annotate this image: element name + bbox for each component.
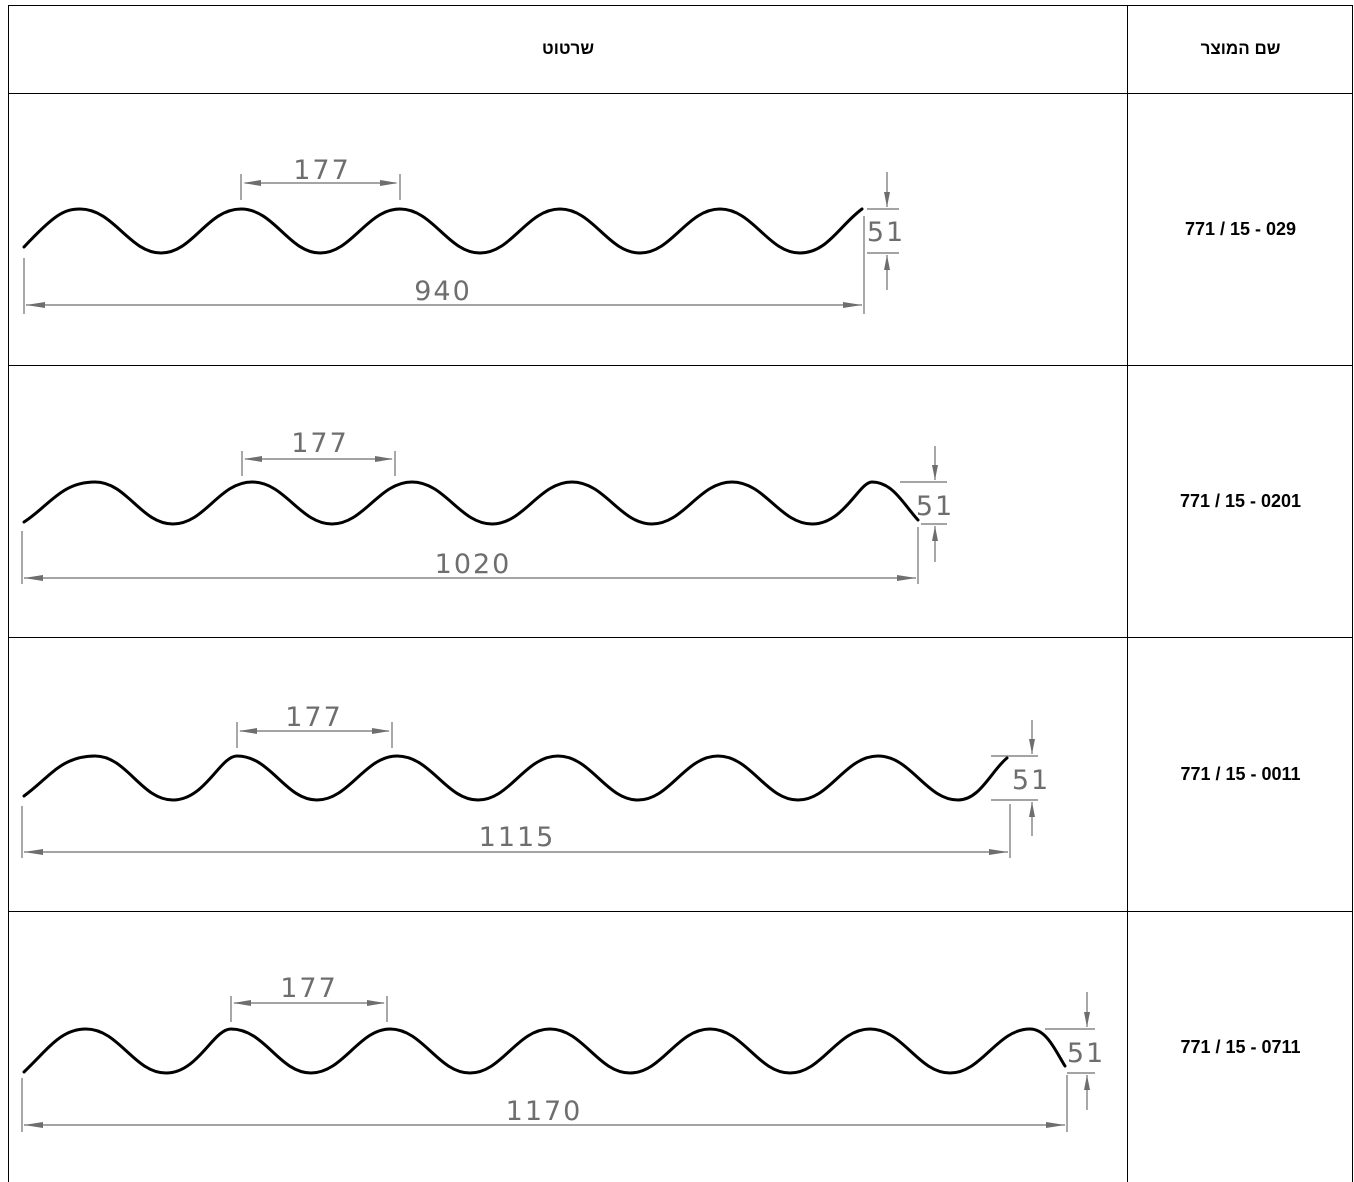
- width-label: 1020: [435, 549, 512, 580]
- pitch-label: 177: [293, 155, 351, 186]
- profile-drawing-920: 177 940 51: [22, 155, 905, 314]
- product-name: 1170 - 51 / 177: [1180, 1036, 1301, 1057]
- header-drawing: שרטוט: [542, 39, 595, 58]
- height-label: 51: [916, 491, 954, 522]
- height-label: 51: [1012, 765, 1050, 796]
- width-label: 940: [414, 276, 472, 307]
- header-divider: [8, 93, 1353, 94]
- product-name: 1100 - 51 / 177: [1180, 764, 1301, 784]
- row-divider: [8, 637, 1353, 638]
- product-name-cell: 1170 - 51 / 177: [1128, 912, 1353, 1182]
- corrugated-profile: [22, 754, 1009, 802]
- pitch-label: 177: [291, 428, 349, 459]
- profile-drawing-1100: 177 1115 51: [21, 702, 1050, 858]
- product-name: 920 - 51 / 177: [1184, 219, 1297, 239]
- profile-drawings: 177 940 51 177 1020 51: [21, 155, 1105, 1132]
- pitch-label: 177: [280, 973, 338, 1004]
- height-label: 51: [1067, 1038, 1105, 1069]
- width-label: 1170: [506, 1096, 583, 1127]
- product-name: 1020 - 51 / 177: [1179, 491, 1302, 511]
- corrugated-profile: [22, 480, 920, 526]
- height-label: 51: [867, 217, 905, 248]
- column-divider: [1127, 5, 1128, 1182]
- row-divider: [8, 911, 1353, 912]
- profile-drawing-1020: 177 1020 51: [21, 428, 954, 584]
- product-name-cell: 1100 - 51 / 177: [1128, 638, 1353, 911]
- corrugated-profile: [22, 207, 864, 255]
- width-label: 1115: [479, 822, 556, 853]
- row-divider: [8, 365, 1353, 366]
- pitch-label: 177: [285, 702, 343, 733]
- product-name-cell: 1020 - 51 / 177: [1128, 366, 1353, 637]
- profile-drawing-1170: 177 1170 51: [21, 973, 1105, 1132]
- corrugated-profile: [22, 1027, 1067, 1075]
- product-table: [8, 5, 1353, 1182]
- product-name-cell: 920 - 51 / 177: [1128, 94, 1353, 365]
- header-product-name: שם המוצר: [1200, 39, 1281, 58]
